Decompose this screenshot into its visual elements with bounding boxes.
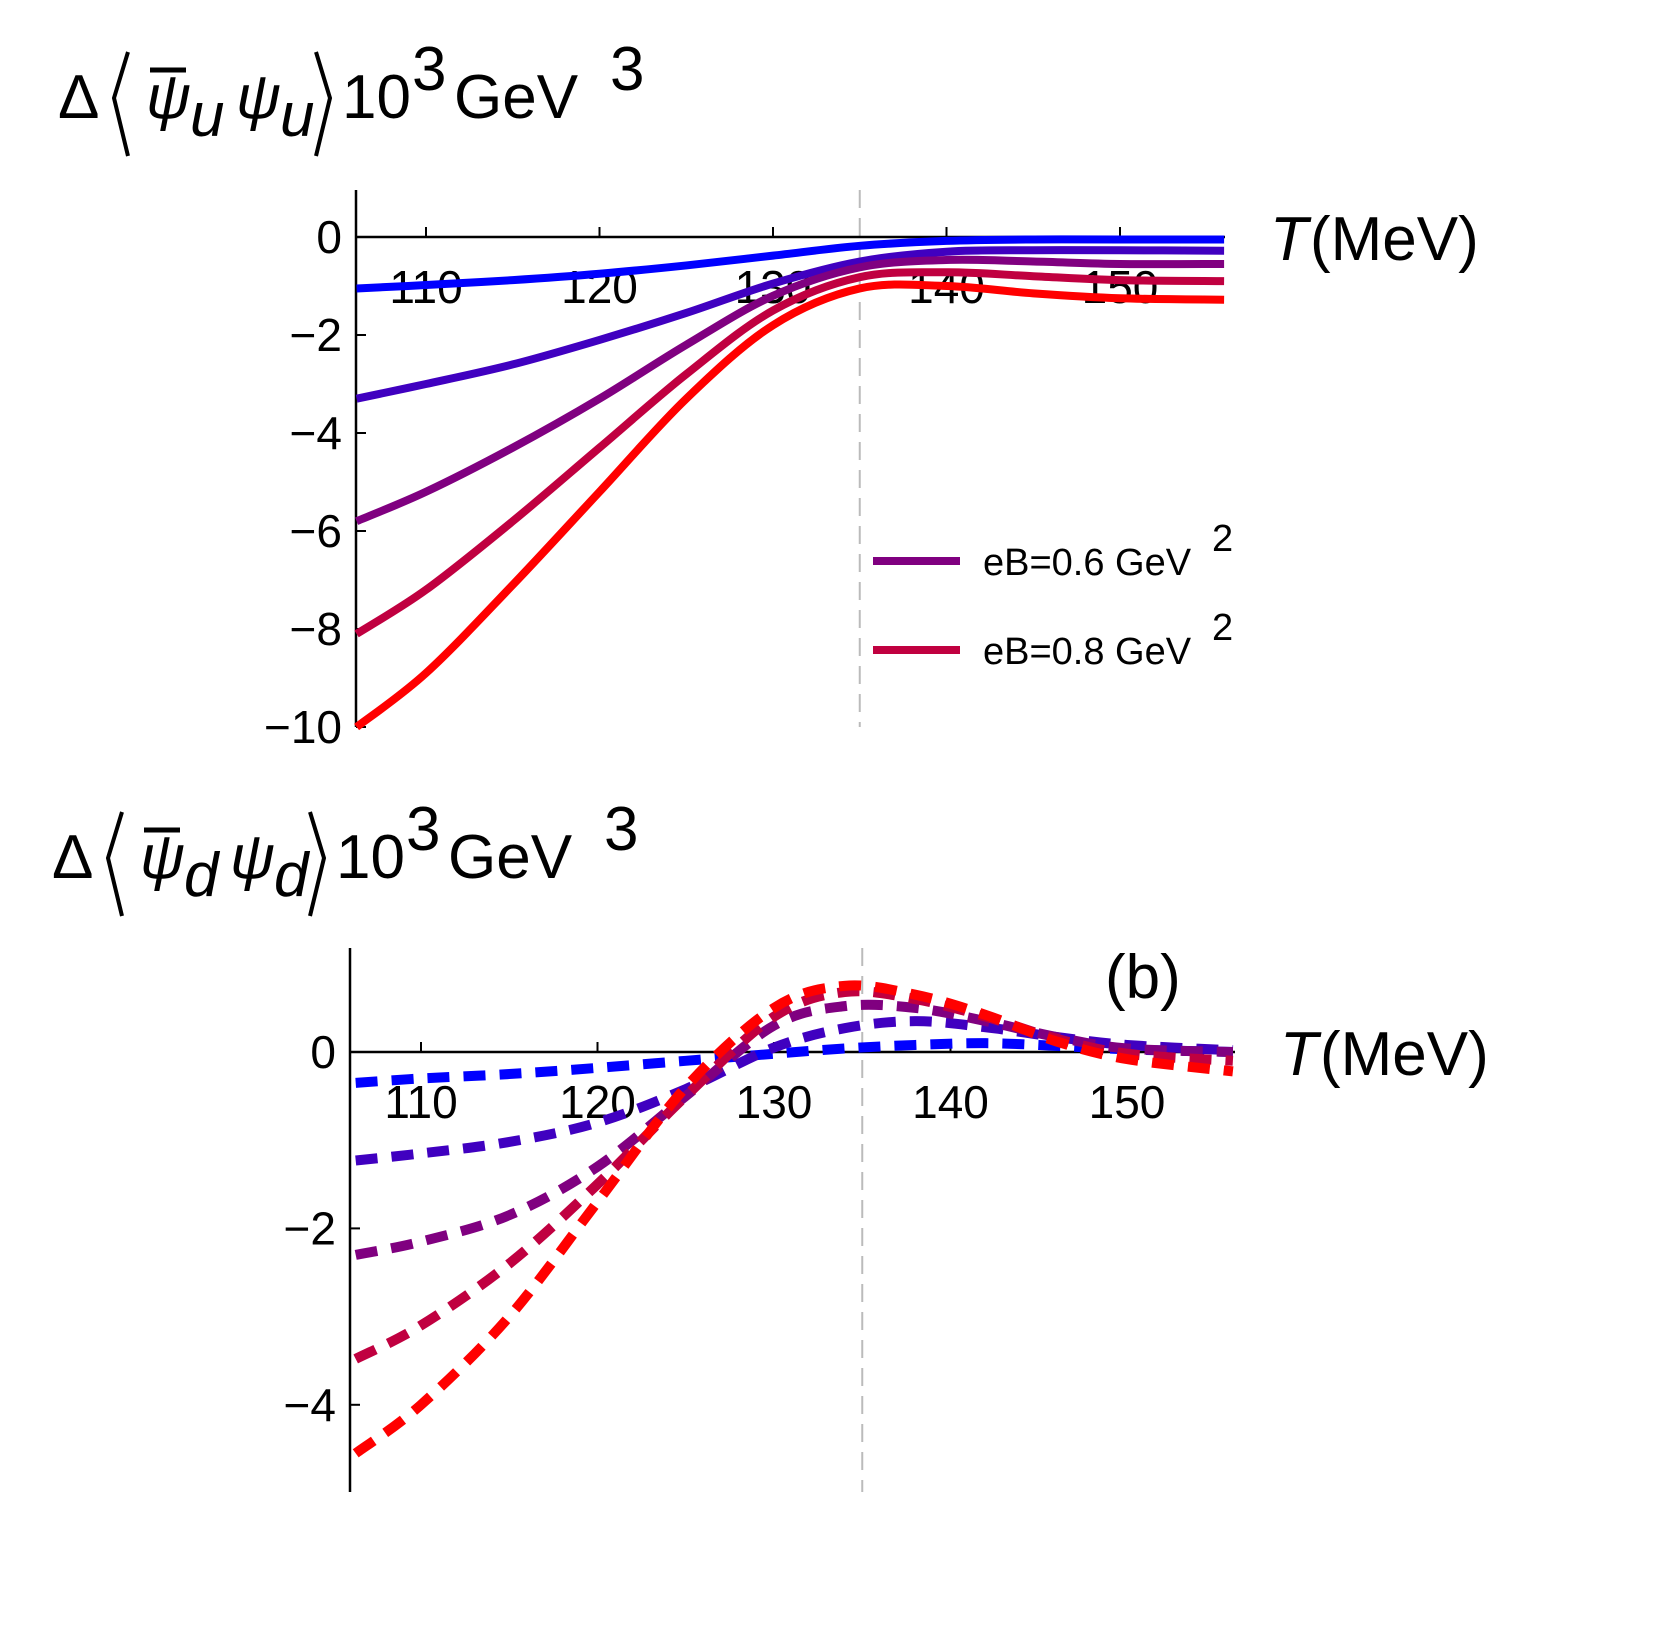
- y-tick-label: −8: [290, 603, 342, 655]
- unit-exponent: 3: [610, 35, 644, 104]
- y-tick-label: 0: [316, 211, 342, 263]
- unit: GeV: [448, 823, 573, 892]
- y-tick-label: −2: [290, 309, 342, 361]
- x-tick-label: 150: [1082, 261, 1159, 313]
- factor: 10: [342, 63, 411, 132]
- x-tick-label: 120: [559, 1076, 636, 1128]
- x-tick-label: 140: [912, 1076, 989, 1128]
- legend-label-exponent: 2: [1212, 607, 1233, 649]
- factor: 10: [336, 823, 405, 892]
- subscript: u: [190, 81, 224, 150]
- series-line-3: [354, 268, 1225, 638]
- series-line-4: [352, 980, 1234, 1458]
- right-angle-bracket: [314, 51, 333, 157]
- y-tick-label: −6: [290, 505, 342, 557]
- x-axis-label-unit: (MeV): [1310, 205, 1479, 274]
- series-line-4: [354, 280, 1225, 731]
- series-line-3: [353, 986, 1234, 1364]
- delta-symbol: Δ: [58, 63, 99, 132]
- y-tick-label: −10: [264, 701, 342, 753]
- series-line-1: [355, 1016, 1234, 1166]
- series-line-0: [356, 235, 1225, 293]
- psi-symbol: ψ: [236, 63, 281, 132]
- delta-symbol: Δ: [52, 823, 93, 892]
- subscript: u: [280, 81, 314, 150]
- unit: GeV: [454, 63, 579, 132]
- unit-exponent: 3: [604, 795, 638, 864]
- y-tick-label: −4: [284, 1379, 336, 1431]
- factor-exponent: 3: [406, 795, 440, 864]
- left-angle-bracket: [105, 811, 124, 917]
- series-line-0: [355, 1038, 1234, 1088]
- series-line-2: [354, 999, 1234, 1260]
- x-axis-label-var: T: [1270, 205, 1312, 274]
- subscript: d: [184, 841, 221, 910]
- y-tick-label: −2: [284, 1202, 336, 1254]
- series-line-1: [355, 246, 1225, 403]
- y-tick-label: −4: [290, 407, 342, 459]
- x-tick-label: 130: [736, 1076, 813, 1128]
- psi-symbol: ψ: [230, 823, 275, 892]
- panel-label: (b): [1105, 943, 1181, 1012]
- y-tick-label: 0: [310, 1026, 336, 1078]
- x-axis-label-var: T: [1280, 1020, 1322, 1089]
- psi-bar-symbol: ψ: [140, 823, 185, 892]
- legend-label: eB=0.8 GeV: [983, 631, 1192, 673]
- series-line-2: [355, 255, 1225, 525]
- legend-label: eB=0.6 GeV: [983, 542, 1192, 584]
- x-axis-label-unit: (MeV): [1320, 1020, 1489, 1089]
- subscript: d: [274, 841, 311, 910]
- legend-label-exponent: 2: [1212, 518, 1233, 560]
- left-angle-bracket: [111, 51, 130, 157]
- psi-bar-symbol: ψ: [146, 63, 191, 132]
- right-angle-bracket: [308, 811, 327, 917]
- x-tick-label: 150: [1089, 1076, 1166, 1128]
- legend: eB=0.6 GeV 2 eB=0.8 GeV 2: [873, 518, 1233, 673]
- factor-exponent: 3: [412, 35, 446, 104]
